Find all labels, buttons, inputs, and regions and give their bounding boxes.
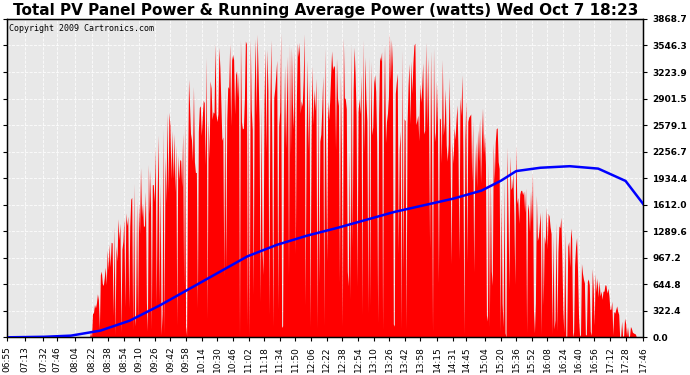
Title: Total PV Panel Power & Running Average Power (watts) Wed Oct 7 18:23: Total PV Panel Power & Running Average P… <box>12 3 638 18</box>
Text: Copyright 2009 Cartronics.com: Copyright 2009 Cartronics.com <box>8 24 154 33</box>
